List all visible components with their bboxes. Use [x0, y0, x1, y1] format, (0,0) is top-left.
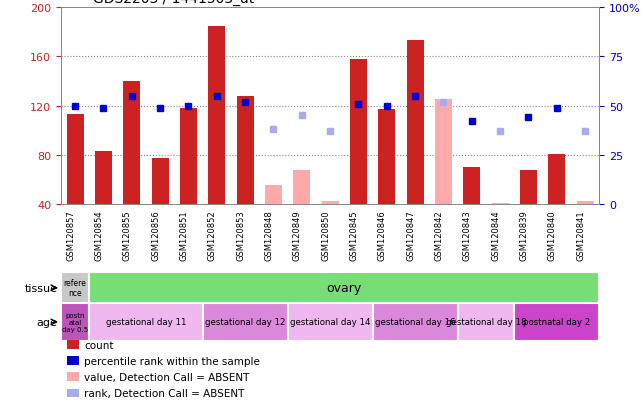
- Bar: [61, 273, 89, 304]
- Bar: [350, 60, 367, 204]
- Text: gestational day 16: gestational day 16: [375, 318, 455, 327]
- Bar: [435, 100, 452, 204]
- Text: GSM120854: GSM120854: [94, 210, 103, 260]
- Bar: [123, 82, 140, 204]
- Text: gestational day 11: gestational day 11: [106, 318, 186, 327]
- Bar: [203, 304, 288, 341]
- Text: GSM120856: GSM120856: [151, 210, 160, 261]
- Bar: [458, 304, 514, 341]
- Text: postnatal day 2: postnatal day 2: [523, 318, 590, 327]
- Text: GSM120842: GSM120842: [435, 210, 444, 260]
- Text: GSM120847: GSM120847: [406, 210, 415, 261]
- Text: GSM120853: GSM120853: [236, 210, 245, 261]
- Bar: [492, 203, 509, 204]
- Bar: [463, 168, 480, 204]
- Bar: [288, 304, 372, 341]
- Text: GSM120840: GSM120840: [548, 210, 557, 260]
- Text: GSM120857: GSM120857: [66, 210, 75, 261]
- Bar: [514, 304, 599, 341]
- Text: value, Detection Call = ABSENT: value, Detection Call = ABSENT: [84, 372, 249, 382]
- Bar: [208, 27, 225, 204]
- Bar: [378, 110, 395, 204]
- Text: percentile rank within the sample: percentile rank within the sample: [84, 356, 260, 366]
- Bar: [322, 202, 338, 204]
- Bar: [67, 115, 83, 204]
- Bar: [372, 304, 458, 341]
- Bar: [180, 109, 197, 204]
- Bar: [95, 152, 112, 204]
- Bar: [89, 304, 203, 341]
- Text: GSM120849: GSM120849: [293, 210, 302, 260]
- Text: gestational day 14: gestational day 14: [290, 318, 370, 327]
- Bar: [406, 41, 424, 204]
- Text: GSM120839: GSM120839: [519, 210, 528, 261]
- Bar: [61, 304, 89, 341]
- Text: GSM120855: GSM120855: [122, 210, 132, 260]
- Bar: [548, 154, 565, 204]
- Bar: [294, 170, 310, 204]
- Text: age: age: [37, 317, 58, 327]
- Text: rank, Detection Call = ABSENT: rank, Detection Call = ABSENT: [84, 388, 244, 398]
- Text: GSM120851: GSM120851: [179, 210, 188, 260]
- Text: GSM120845: GSM120845: [349, 210, 358, 260]
- Text: GSM120848: GSM120848: [265, 210, 274, 261]
- Bar: [237, 97, 254, 204]
- Text: GSM120843: GSM120843: [463, 210, 472, 261]
- Text: GSM120852: GSM120852: [208, 210, 217, 260]
- Text: GDS2203 / 1441503_at: GDS2203 / 1441503_at: [93, 0, 254, 6]
- Text: postn
atal
day 0.5: postn atal day 0.5: [62, 312, 88, 332]
- Text: tissue: tissue: [25, 283, 58, 293]
- Text: GSM120850: GSM120850: [321, 210, 330, 260]
- Text: gestational day 12: gestational day 12: [205, 318, 285, 327]
- Text: GSM120846: GSM120846: [378, 210, 387, 261]
- Text: GSM120844: GSM120844: [491, 210, 500, 260]
- Text: count: count: [84, 340, 113, 350]
- Bar: [520, 170, 537, 204]
- Text: GSM120841: GSM120841: [576, 210, 585, 260]
- Bar: [151, 159, 169, 204]
- Bar: [577, 202, 594, 204]
- Bar: [265, 186, 282, 204]
- Text: ovary: ovary: [327, 282, 362, 294]
- Text: gestational day 18: gestational day 18: [445, 318, 526, 327]
- Text: refere
nce: refere nce: [63, 278, 87, 298]
